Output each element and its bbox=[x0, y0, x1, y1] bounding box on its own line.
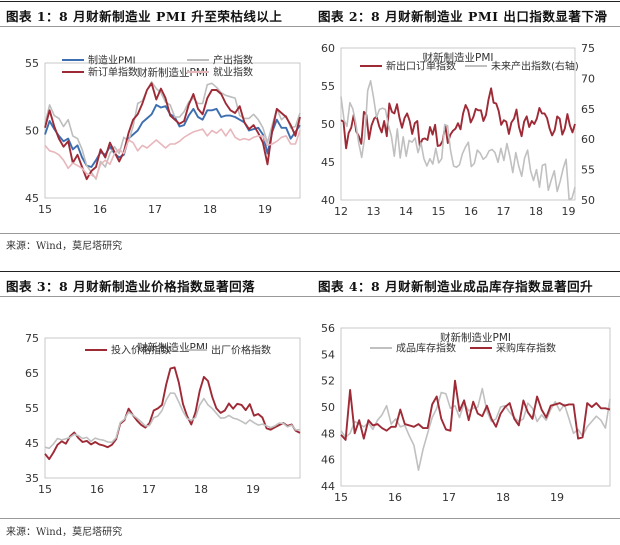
y-tick-label: 75 bbox=[25, 332, 39, 345]
y-tick-label: 45 bbox=[25, 192, 39, 205]
figure-4-header: 图表 4：8 月财新制造业成品库存指数显著回升 bbox=[318, 279, 594, 294]
y-tick-label: 44 bbox=[321, 480, 335, 493]
y-tick-label: 55 bbox=[25, 402, 39, 415]
legend-label: 新订单指数 bbox=[88, 66, 138, 79]
y2-tick-label: 75 bbox=[581, 42, 595, 55]
y-tick-label: 48 bbox=[321, 427, 335, 440]
x-tick-label: 16 bbox=[90, 483, 104, 496]
y-tick-label: 50 bbox=[25, 125, 39, 138]
x-tick-label: 18 bbox=[529, 205, 543, 218]
figure-3-header: 图表 3：8 月财新制造业价格指数显著回落 bbox=[6, 279, 256, 294]
y-tick-label: 56 bbox=[321, 322, 335, 335]
x-tick-label: 15 bbox=[432, 205, 446, 218]
y-tick-label: 45 bbox=[25, 437, 39, 450]
x-tick-label: 17 bbox=[442, 491, 456, 504]
y-tick-label: 50 bbox=[321, 118, 335, 131]
header-rule-top bbox=[0, 1, 620, 2]
series-line bbox=[340, 379, 611, 441]
series-line bbox=[340, 87, 576, 150]
x-tick-label: 19 bbox=[246, 483, 260, 496]
header-rule-2 bbox=[0, 296, 620, 297]
x-tick-label: 19 bbox=[258, 203, 272, 216]
y-tick-label: 40 bbox=[321, 194, 335, 207]
series-line bbox=[340, 387, 611, 471]
x-tick-label: 17 bbox=[497, 205, 511, 218]
y-tick-label: 65 bbox=[25, 367, 39, 380]
legend-label: 产出指数 bbox=[213, 54, 253, 67]
x-tick-label: 13 bbox=[367, 205, 381, 218]
x-tick-label: 19 bbox=[550, 491, 564, 504]
x-tick-label: 12 bbox=[334, 205, 348, 218]
chart-title: 财新制造业PMI bbox=[423, 51, 494, 64]
header-rule-1 bbox=[0, 26, 620, 27]
x-tick-label: 16 bbox=[388, 491, 402, 504]
y-tick-label: 55 bbox=[321, 80, 335, 93]
legend-label: 出厂价格指数 bbox=[211, 344, 271, 357]
y2-tick-label: 50 bbox=[581, 194, 595, 207]
x-tick-label: 15 bbox=[334, 491, 348, 504]
source-rule-1 bbox=[0, 233, 620, 234]
legend-label: 新出口订单指数 bbox=[386, 60, 456, 73]
legend-label: 未来产出指数(右轴) bbox=[491, 60, 579, 73]
legend-label: 就业指数 bbox=[213, 66, 253, 79]
chart-title: 财新制造业PMI bbox=[137, 66, 208, 79]
series-line bbox=[44, 128, 301, 179]
x-tick-label: 18 bbox=[194, 483, 208, 496]
x-tick-label: 16 bbox=[93, 203, 107, 216]
plot-frame bbox=[340, 327, 611, 487]
legend-label: 采购库存指数 bbox=[496, 342, 556, 355]
chart-title: 财新制造业PMI bbox=[440, 331, 511, 344]
x-tick-label: 15 bbox=[38, 483, 52, 496]
legend-label: 投入价格指数 bbox=[111, 344, 171, 357]
header-rule-mid bbox=[0, 271, 620, 272]
y2-tick-label: 55 bbox=[581, 164, 595, 177]
series-line bbox=[44, 366, 301, 461]
series-line bbox=[44, 81, 301, 180]
y-tick-label: 46 bbox=[321, 454, 335, 467]
figure-1-header: 图表 1：8 月财新制造业 PMI 升至荣枯线以上 bbox=[6, 9, 283, 24]
y-tick-label: 45 bbox=[321, 156, 335, 169]
x-tick-label: 18 bbox=[203, 203, 217, 216]
source-note-top: 来源：Wind，莫尼塔研究 bbox=[6, 241, 123, 252]
y-tick-label: 60 bbox=[321, 42, 335, 55]
chart-2: 40 45 50 55 60 50 55 60 65 70 75 12 13 14 15 16 17 18 19 财新… bbox=[321, 42, 595, 218]
x-tick-label: 18 bbox=[496, 491, 510, 504]
legend-label: 制造业PMI bbox=[88, 54, 136, 67]
y-tick-label: 52 bbox=[321, 375, 335, 388]
x-tick-label: 15 bbox=[38, 203, 52, 216]
legend-label: 成品库存指数 bbox=[396, 342, 456, 355]
source-rule-2 bbox=[0, 518, 620, 519]
x-tick-label: 17 bbox=[148, 203, 162, 216]
x-tick-label: 14 bbox=[399, 205, 413, 218]
y-tick-label: 55 bbox=[25, 57, 39, 70]
x-tick-label: 17 bbox=[142, 483, 156, 496]
x-tick-label: 19 bbox=[562, 205, 576, 218]
series-line bbox=[340, 79, 576, 201]
series-line bbox=[44, 392, 301, 450]
x-tick-label: 16 bbox=[464, 205, 478, 218]
y-tick-label: 54 bbox=[321, 348, 335, 361]
figure-2-header: 图表 2：8 月财新制造业 PMI 出口指数显著下滑 bbox=[318, 9, 608, 24]
y2-tick-label: 70 bbox=[581, 72, 595, 85]
y2-tick-label: 65 bbox=[581, 103, 595, 116]
source-note-bottom: 来源：Wind，莫尼塔研究 bbox=[6, 527, 123, 538]
plot-frame bbox=[44, 337, 301, 479]
plot-frame bbox=[44, 62, 301, 199]
y-tick-label: 50 bbox=[321, 401, 335, 414]
y2-tick-label: 60 bbox=[581, 133, 595, 146]
series-line bbox=[44, 82, 301, 181]
y-tick-label: 35 bbox=[25, 472, 39, 485]
